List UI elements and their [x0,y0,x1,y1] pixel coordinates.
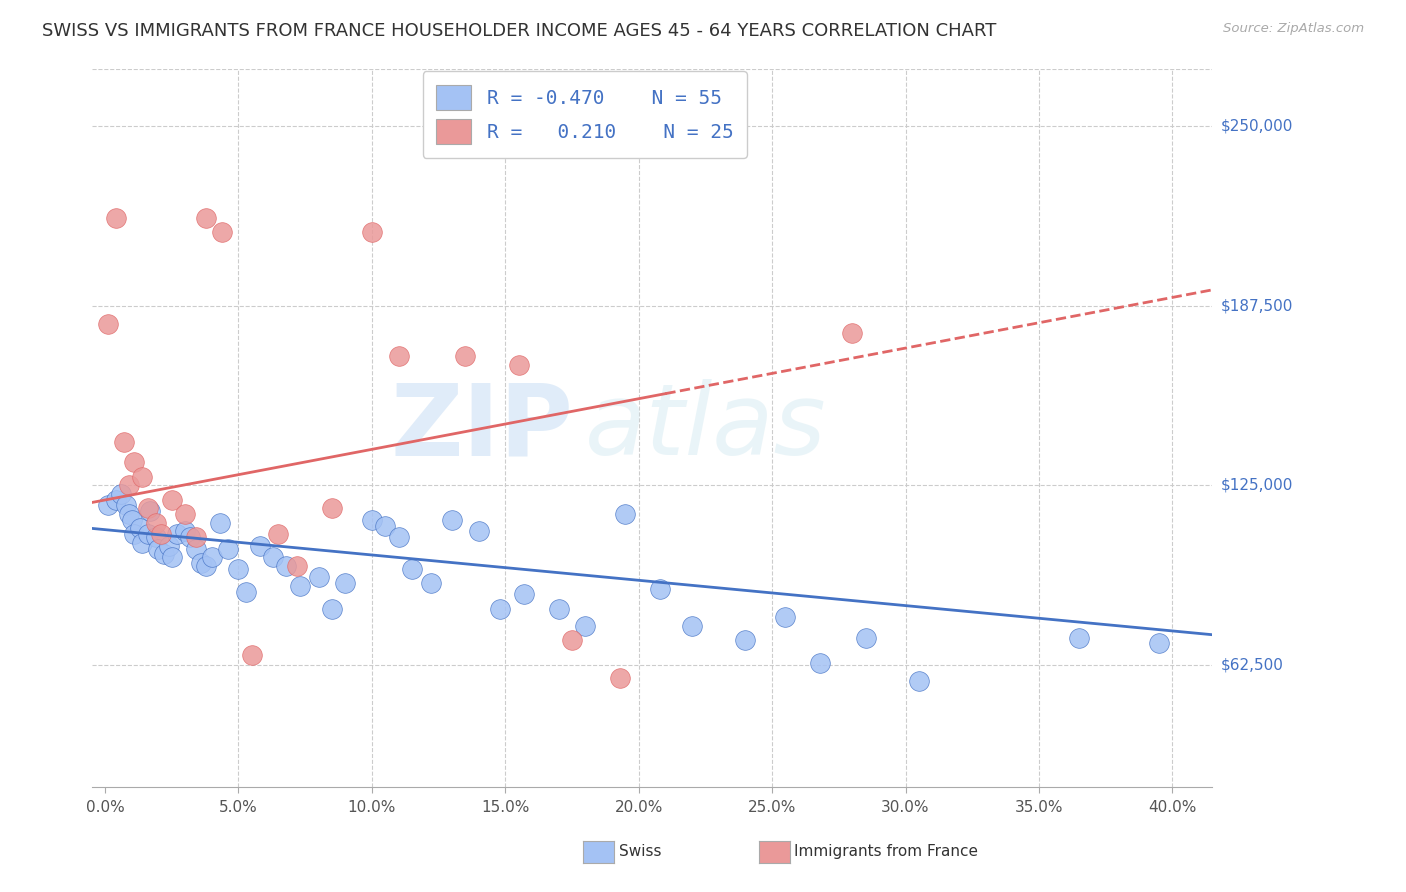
Point [97,499,120,513]
Point [440,513,463,527]
Point [387,349,409,363]
Point [131,469,153,483]
Point [235,584,257,599]
Point [110,487,132,501]
Point [374,518,396,533]
Point [808,657,831,671]
Point [648,582,671,596]
Point [211,225,233,239]
Point [308,570,330,584]
Point [136,527,159,541]
Point [195,211,218,225]
Point [734,633,756,648]
Point [467,524,489,539]
Point [285,558,308,573]
Point [614,507,637,521]
Point [104,211,127,225]
Point [508,358,530,372]
Text: $62,500: $62,500 [1220,657,1284,673]
Point [454,349,477,363]
Text: $250,000: $250,000 [1220,119,1292,134]
Point [240,648,263,662]
Point [112,435,135,450]
Point [131,535,153,549]
Point [124,527,146,541]
Point [166,527,188,541]
Point [775,610,797,624]
Point [249,539,271,553]
Point [855,631,877,645]
Point [276,558,298,573]
Point [148,541,170,556]
Text: ZIP: ZIP [391,379,574,476]
Text: Source: ZipAtlas.com: Source: ZipAtlas.com [1223,22,1364,36]
Point [201,550,224,565]
Point [128,521,150,535]
Point [1067,631,1090,645]
Point [335,576,357,591]
Point [195,558,218,573]
Point [190,556,212,570]
Point [115,499,138,513]
Point [908,673,931,688]
Text: Immigrants from France: Immigrants from France [794,845,979,859]
Point [152,547,174,561]
Text: atlas: atlas [585,379,827,476]
Point [321,501,343,516]
Point [228,561,250,575]
Point [609,671,631,685]
Point [208,516,231,530]
Point [561,633,583,648]
Point [145,530,167,544]
Text: $125,000: $125,000 [1220,478,1292,492]
Point [681,619,703,633]
Point [360,225,382,239]
Point [104,492,127,507]
Legend: R = -0.470    N = 55, R =   0.210    N = 25: R = -0.470 N = 55, R = 0.210 N = 25 [423,71,747,158]
Text: Swiss: Swiss [619,845,661,859]
Point [267,527,290,541]
Point [574,619,596,633]
Point [157,539,180,553]
Point [841,326,863,340]
Point [145,516,167,530]
Point [288,579,311,593]
Point [118,478,141,492]
Text: SWISS VS IMMIGRANTS FROM FRANCE HOUSEHOLDER INCOME AGES 45 - 64 YEARS CORRELATIO: SWISS VS IMMIGRANTS FROM FRANCE HOUSEHOL… [42,22,997,40]
Point [184,530,207,544]
Point [489,602,512,616]
Point [321,602,343,616]
Point [179,530,201,544]
Point [547,602,569,616]
Point [387,530,409,544]
Point [262,550,284,565]
Point [513,587,536,601]
Point [174,507,197,521]
Point [121,513,143,527]
Point [97,318,120,332]
Point [136,501,159,516]
Point [150,527,173,541]
Point [124,455,146,469]
Point [174,524,197,539]
Point [419,576,441,591]
Point [160,550,183,565]
Point [118,507,141,521]
Point [217,541,239,556]
Point [160,492,183,507]
Point [360,513,382,527]
Point [1147,636,1170,650]
Point [184,541,207,556]
Text: $187,500: $187,500 [1220,298,1292,313]
Point [139,504,162,518]
Point [401,561,423,575]
